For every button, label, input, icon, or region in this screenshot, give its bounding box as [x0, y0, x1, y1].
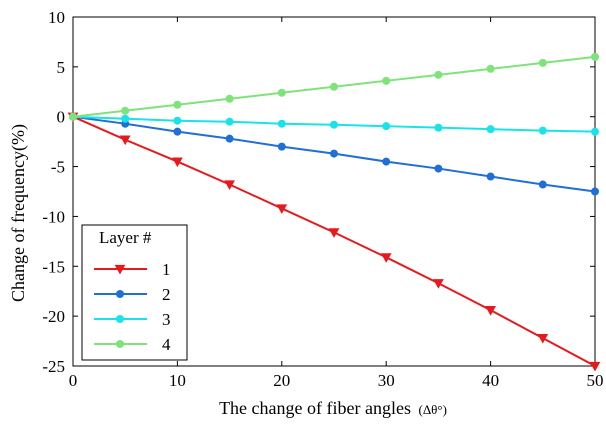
x-axis-title-unit: (Δθ°): [418, 402, 446, 417]
y-tick-label: 10: [48, 8, 65, 27]
data-point: [487, 173, 494, 180]
data-point: [383, 123, 390, 130]
y-axis-title: Change of frequency(%): [8, 124, 29, 302]
legend-title: Layer #: [99, 228, 152, 247]
data-point: [435, 71, 442, 78]
data-point: [383, 77, 390, 84]
x-tick-label: 50: [587, 371, 604, 390]
data-point: [434, 280, 443, 288]
data-point: [539, 59, 546, 66]
data-point: [539, 127, 546, 134]
data-point: [122, 115, 129, 122]
data-point: [226, 135, 233, 142]
data-point: [70, 113, 77, 120]
legend-label: 1: [162, 260, 171, 279]
legend-marker: [117, 316, 124, 323]
series-3: [70, 113, 599, 135]
x-tick-label: 10: [169, 371, 186, 390]
y-tick-label: -25: [42, 357, 65, 376]
series-4: [70, 53, 599, 120]
data-point: [331, 83, 338, 90]
x-tick-label: 20: [273, 371, 290, 390]
data-point: [487, 65, 494, 72]
legend-label: 4: [162, 335, 171, 354]
legend-marker: [117, 341, 124, 348]
y-tick-label: -5: [51, 158, 65, 177]
data-point: [435, 165, 442, 172]
y-tick-label: -10: [42, 207, 65, 226]
data-point: [592, 53, 599, 60]
y-tick-label: -15: [42, 257, 65, 276]
x-tick-label: 30: [378, 371, 395, 390]
data-point: [383, 158, 390, 165]
legend-label: 3: [162, 310, 171, 329]
legend-label: 2: [162, 285, 171, 304]
x-axis-title: The change of fiber angles (Δθ°): [219, 398, 447, 418]
y-tick-label: 0: [57, 108, 66, 127]
data-point: [486, 307, 495, 315]
data-point: [226, 118, 233, 125]
legend-marker: [117, 291, 124, 298]
data-point: [122, 107, 129, 114]
y-tick-label: -20: [42, 307, 65, 326]
data-point: [592, 188, 599, 195]
data-point: [331, 121, 338, 128]
y-tick-label: 5: [57, 58, 66, 77]
data-point: [592, 128, 599, 135]
data-point: [226, 95, 233, 102]
data-point: [435, 124, 442, 131]
data-point: [331, 150, 338, 157]
x-tick-label: 0: [69, 371, 78, 390]
x-axis-title-text: The change of fiber angles: [219, 398, 411, 418]
data-point: [278, 143, 285, 150]
legend: Layer # 1 2 3 4: [82, 225, 187, 360]
data-point: [487, 126, 494, 133]
data-point: [174, 117, 181, 124]
data-point: [538, 334, 547, 342]
data-point: [278, 89, 285, 96]
data-point: [174, 128, 181, 135]
data-point: [539, 181, 546, 188]
data-point: [278, 120, 285, 127]
x-tick-label: 40: [482, 371, 499, 390]
data-point: [174, 101, 181, 108]
